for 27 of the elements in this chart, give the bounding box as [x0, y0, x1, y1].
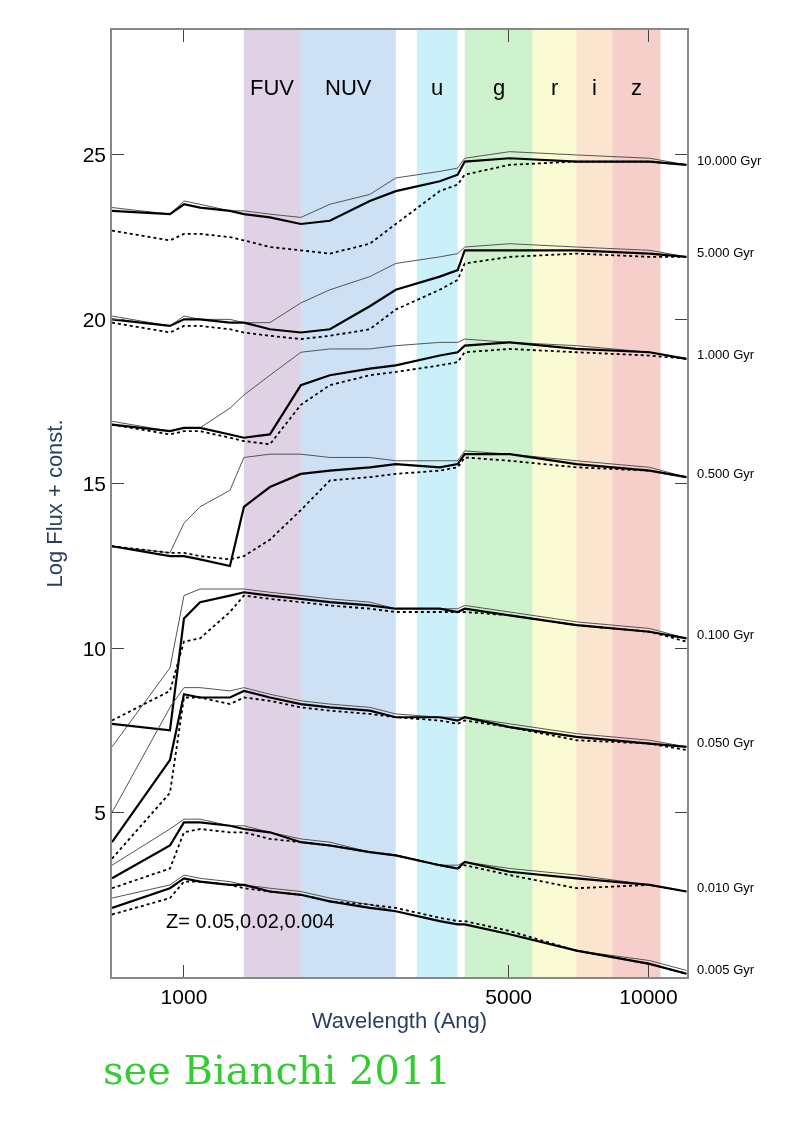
band-label: u: [431, 75, 444, 100]
y-axis-title: Log Flux + const.: [41, 419, 67, 588]
band-label: z: [631, 75, 642, 100]
annotation: Z= 0.05,0.02,0.004: [166, 910, 335, 932]
x-axis-title: Wavelength (Ang): [311, 1007, 488, 1033]
y-tick-label: 15: [82, 472, 107, 496]
y-tick-label: 20: [82, 307, 107, 331]
y-tick-label: 5: [94, 800, 107, 824]
text: 0.050 Gyr: [697, 735, 755, 750]
x-tick-label: 10000: [619, 984, 678, 1008]
x-tick-label: 1000: [160, 984, 208, 1008]
text: 0.500 Gyr: [697, 466, 755, 481]
band-label: FUV: [250, 75, 295, 100]
band-label: g: [493, 75, 506, 100]
text: see Bianchi 2011: [103, 1047, 451, 1093]
x-tick-label: 5000: [485, 984, 533, 1008]
text: 5.000 Gyr: [697, 245, 755, 260]
text: 0.100 Gyr: [697, 627, 755, 642]
y-tick-label: 10: [82, 636, 107, 660]
text: 10.000 Gyr: [697, 153, 762, 168]
text: 0.005 Gyr: [697, 962, 755, 977]
text: 1.000 Gyr: [697, 347, 755, 362]
y-tick-label: 25: [82, 143, 107, 167]
text: 0.010 Gyr: [697, 880, 755, 895]
band-label: i: [592, 75, 597, 100]
band-label: r: [551, 75, 559, 100]
band-label: NUV: [325, 75, 372, 100]
